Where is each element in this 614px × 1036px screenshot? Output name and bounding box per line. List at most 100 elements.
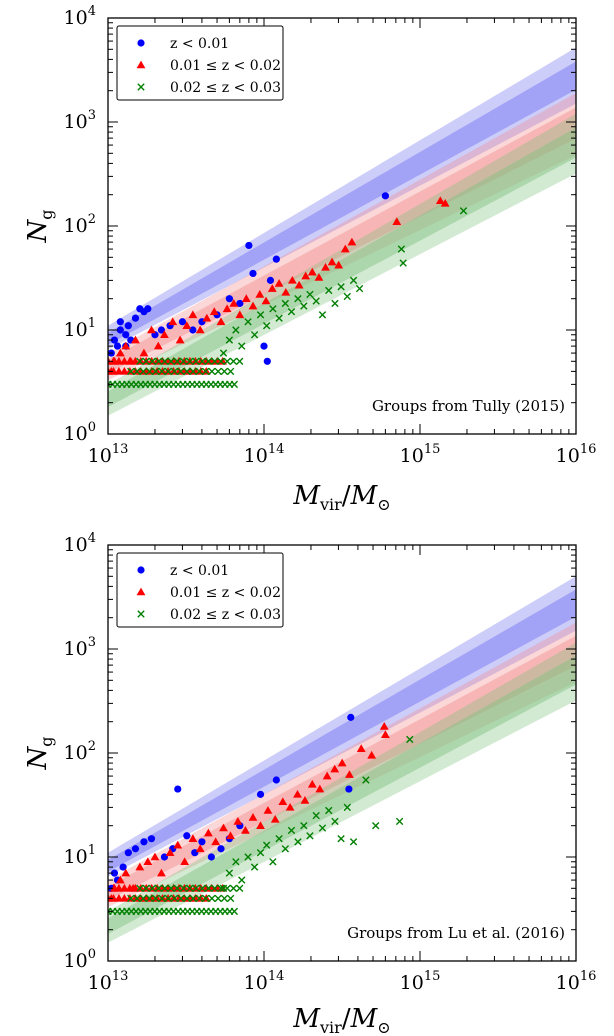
data-point-series-2: [331, 817, 339, 826]
data-point-series-2: [287, 826, 296, 835]
y-tick-label-3: 103: [64, 635, 96, 660]
ticks-layer: [107, 544, 577, 962]
data-point-series-2: [337, 834, 345, 843]
data-point-series-2: [343, 292, 352, 301]
data-point-series-2: [312, 811, 320, 820]
band-inner-1: [108, 107, 576, 374]
strip-point-2: [186, 884, 194, 893]
data-point-series-2: [256, 311, 265, 319]
data-point-series-2: [318, 824, 327, 832]
strip-point-2: [198, 884, 206, 893]
data-point-series-0: [157, 326, 166, 334]
strip-point-4: [230, 380, 239, 389]
data-point-series-2: [343, 803, 352, 812]
legend-marker-0: [137, 39, 145, 47]
strip-point-2: [161, 357, 169, 366]
strip-point-3: [170, 894, 179, 903]
x-axis-label: Mvir/M⊙: [292, 481, 390, 514]
legend-marker-2: [137, 83, 145, 91]
legend-box: [116, 25, 284, 101]
data-point-series-1: [175, 335, 185, 344]
data-point-series-1: [126, 356, 136, 365]
data-point-series-0: [119, 863, 127, 871]
data-point-series-2: [406, 735, 414, 744]
strip-point-3: [195, 367, 204, 376]
panel-lu: z < 0.01 0.01 ≤ z < 0.02 0.02 ≤ z < 0.03…: [23, 531, 596, 1036]
data-point-series-0: [207, 853, 215, 861]
data-point-series-1: [440, 198, 450, 207]
data-point-series-1: [219, 823, 228, 832]
data-point-series-1: [168, 317, 178, 326]
data-point-series-1: [307, 267, 317, 276]
ticks-layer: [107, 17, 577, 435]
strip-point-3: [195, 894, 204, 903]
data-point-series-1: [108, 893, 116, 902]
legend-marker-2: [137, 610, 145, 618]
data-point-series-1: [321, 262, 330, 271]
data-point-series-0: [183, 832, 191, 840]
strip-point-3: [177, 894, 185, 903]
data-point-series-2: [275, 834, 283, 843]
data-point-series-1: [285, 802, 295, 811]
data-point-series-1: [367, 750, 377, 759]
data-point-series-2: [256, 849, 265, 857]
data-point-series-1: [322, 771, 332, 780]
strip-point-2: [217, 884, 225, 893]
data-point-series-1: [315, 784, 325, 793]
strip-point-3: [214, 894, 222, 903]
panel-tully: z < 0.01 0.01 ≤ z < 0.02 0.02 ≤ z < 0.03…: [23, 4, 596, 514]
data-point-series-1: [281, 287, 291, 296]
strip-point-3: [226, 894, 235, 903]
legend-label-3: 0.02 ≤ z < 0.03: [170, 607, 281, 623]
strip-point-2: [204, 884, 213, 893]
data-point-series-1: [233, 816, 243, 825]
legend-markers: [136, 39, 146, 91]
strip-point-2: [217, 357, 225, 366]
y-tick-label-4: 104: [64, 531, 96, 556]
band-outer-2: [108, 642, 576, 943]
data-point-series-1: [267, 284, 277, 292]
x-tick-label-16: 1016: [556, 442, 597, 467]
data-point-series-1: [165, 848, 175, 856]
data-point-series-0: [131, 845, 140, 853]
strip-point-2: [229, 357, 238, 366]
strip-point-2: [154, 357, 163, 366]
data-point-series-1: [229, 299, 239, 307]
data-point-series-0: [147, 835, 156, 843]
legend-marker-1: [136, 60, 146, 69]
data-point-series-0: [198, 838, 206, 846]
data-point-series-1: [356, 744, 366, 752]
strip-point-3: [139, 367, 147, 376]
data-point-series-1: [195, 844, 205, 853]
data-point-series-2: [269, 858, 277, 866]
data-point-series-1: [345, 770, 354, 778]
data-point-series-0: [174, 785, 182, 793]
data-point-series-2: [294, 838, 302, 846]
data-point-series-1: [216, 317, 226, 326]
x-axis-label: Mvir/M⊙: [292, 1004, 390, 1036]
data-point-series-1: [202, 313, 212, 322]
strip-point-2: [229, 884, 238, 893]
data-point-series-0: [116, 318, 124, 326]
data-point-series-1: [287, 275, 297, 284]
band-inner-1: [108, 635, 576, 901]
data-point-series-0: [263, 357, 271, 365]
data-point-series-2: [244, 853, 252, 861]
strip-point-3: [220, 367, 229, 376]
strip-point-2: [142, 357, 150, 366]
data-point-series-1: [131, 335, 140, 344]
legend-box: [116, 552, 284, 628]
band-inner-2: [108, 655, 576, 935]
strip-point-2: [167, 884, 175, 893]
y-axis-label: Ng: [23, 210, 56, 244]
strip-point-2: [235, 357, 244, 366]
points-layer: [108, 192, 468, 389]
x-tick-label-14: 1014: [244, 442, 285, 467]
data-point-series-1: [108, 366, 116, 375]
data-point-series-1: [147, 325, 156, 334]
data-point-series-1: [241, 294, 251, 302]
strip-point-3: [152, 894, 160, 903]
strip-point-2: [179, 884, 188, 893]
data-point-series-1: [160, 330, 169, 339]
strip-point-3: [139, 894, 147, 903]
